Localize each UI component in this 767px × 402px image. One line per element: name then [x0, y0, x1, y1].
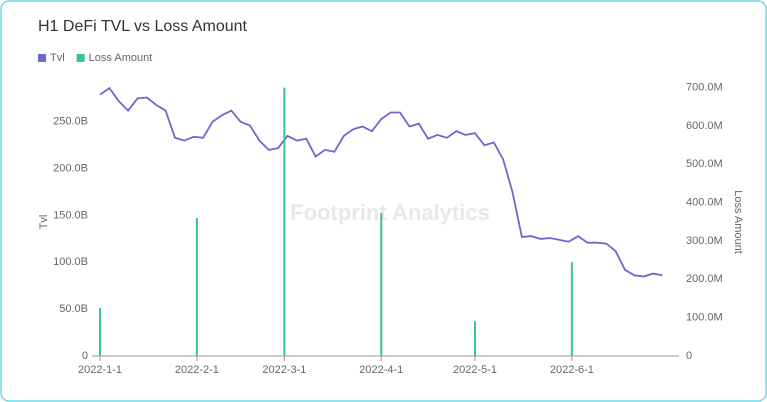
x-tick-label: 2022-2-1: [175, 364, 219, 376]
y-tick-label: 250.0B: [53, 116, 88, 128]
y2-axis-label: Loss Amount: [732, 190, 744, 254]
y-tick-label: 100.0B: [53, 256, 88, 268]
y-axis-label: Tvl: [38, 215, 50, 230]
y-tick-label: 200.0B: [53, 163, 88, 175]
y2-tick-label: 300.0M: [686, 235, 723, 247]
y-tick-label: 0: [82, 350, 88, 362]
loss-bar: [283, 87, 286, 356]
loss-bar: [99, 308, 101, 356]
y-tick-label: 50.0B: [59, 303, 88, 315]
y2-tick-label: 600.0M: [686, 120, 723, 132]
tvl-line: [99, 86, 663, 278]
legend-label: Tvl: [50, 52, 65, 64]
y2-tick-label: 700.0M: [686, 82, 723, 94]
y2-tick-label: 500.0M: [686, 158, 723, 170]
y2-tick-label: 100.0M: [686, 312, 723, 324]
loss-bar: [380, 213, 383, 356]
y2-tick-label: 0: [686, 350, 692, 362]
x-tick-label: 2022-1-1: [78, 364, 122, 376]
legend-label: Loss Amount: [89, 52, 153, 64]
y2-tick-label: 400.0M: [686, 197, 723, 209]
chart-title: H1 DeFi TVL vs Loss Amount: [38, 18, 248, 35]
x-tick-label: 2022-4-1: [359, 364, 403, 376]
loss-bar: [195, 217, 198, 356]
legend-swatch: [76, 54, 85, 62]
y2-tick-label: 200.0M: [686, 273, 723, 285]
x-tick-label: 2022-5-1: [453, 364, 497, 376]
loss-bar: [570, 262, 573, 356]
legend-swatch: [38, 54, 46, 62]
watermark: Footprint Analytics: [290, 200, 490, 225]
loss-bar: [474, 321, 476, 356]
x-tick-label: 2022-6-1: [550, 364, 594, 376]
x-tick-label: 2022-3-1: [262, 364, 306, 376]
y-tick-label: 150.0B: [53, 209, 88, 221]
